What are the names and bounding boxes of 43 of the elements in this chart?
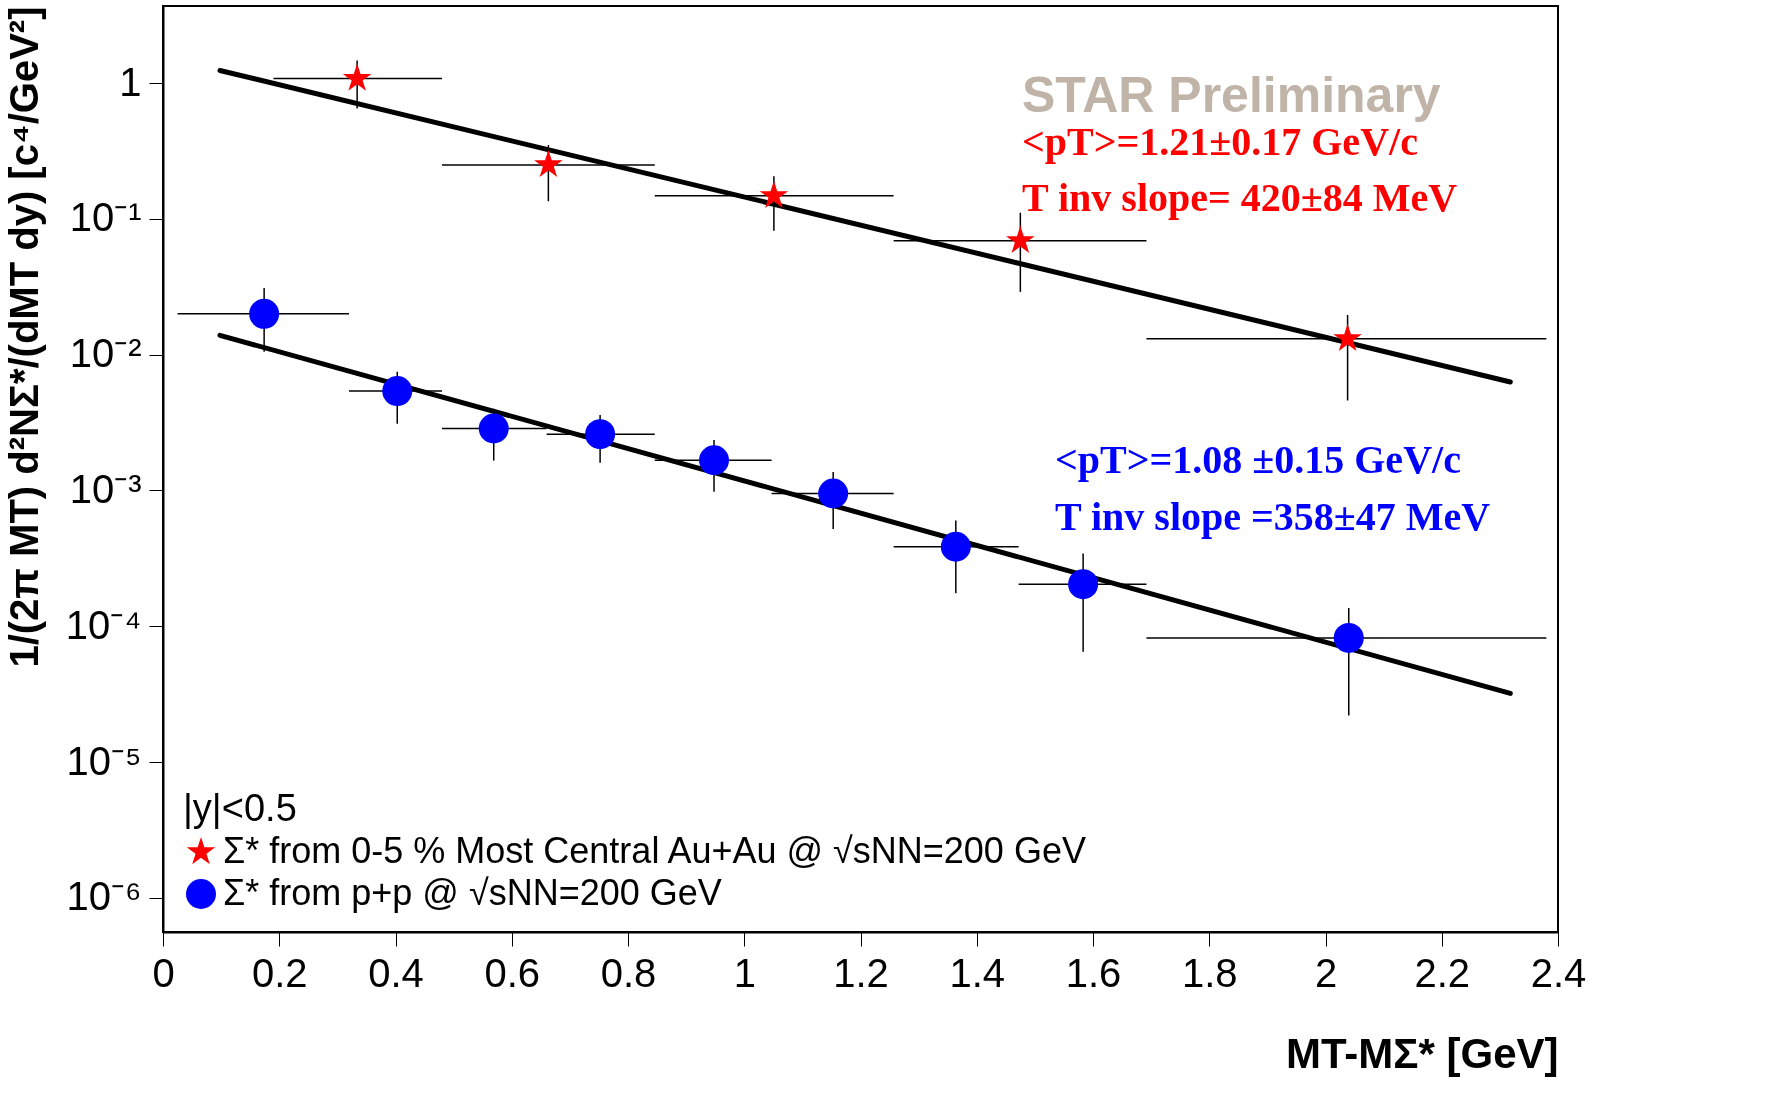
- x-tick-label: 0: [152, 950, 175, 995]
- x-tick-label: 0.2: [251, 950, 308, 995]
- point: [1333, 622, 1364, 653]
- point: [1068, 569, 1099, 600]
- x-tick-label: 0.6: [484, 950, 541, 995]
- y-tick-label: 10⁻²: [69, 331, 142, 376]
- annotation: T inv slope= 420±84 MeV: [1022, 175, 1458, 220]
- point: [249, 298, 280, 329]
- point: [940, 531, 971, 562]
- y-tick-label: 1: [119, 59, 142, 104]
- x-tick-label: 1.8: [1181, 950, 1238, 995]
- point: [382, 376, 413, 407]
- y-tick-label: 10⁻⁶: [66, 874, 142, 919]
- point: [759, 180, 789, 208]
- x-tick-label: 2.4: [1530, 950, 1587, 995]
- annotation: T inv slope =358±47 MeV: [1055, 494, 1491, 539]
- point: [699, 445, 730, 476]
- x-tick-label: 2.2: [1414, 950, 1471, 995]
- annotation: <pT>=1.08 ±0.15 GeV/c: [1055, 437, 1461, 482]
- y-tick-label: 10⁻⁵: [66, 738, 142, 783]
- y-axis-title: 1/(2π MT) d²NΣ*/(dMT dy) [c⁴/GeV²]: [1, 6, 46, 668]
- x-tick-label: 1.2: [833, 950, 889, 995]
- legend-title: |y|<0.5: [183, 787, 297, 829]
- y-tick-label: 10⁻⁴: [65, 602, 142, 647]
- x-tick-label: 2: [1314, 950, 1338, 995]
- x-tick-label: 0.8: [600, 950, 657, 995]
- point: [1333, 323, 1362, 351]
- x-tick-label: 1.4: [949, 950, 1006, 995]
- y-tick-label: 10⁻¹: [69, 195, 142, 240]
- point: [342, 63, 372, 91]
- point: [585, 419, 616, 450]
- point: [478, 413, 509, 444]
- legend-label: Σ* from 0-5 % Most Central Au+Au @ √sNN=200 GeV: [223, 830, 1086, 871]
- annotation: STAR Preliminary: [1022, 67, 1441, 123]
- x-axis-title: MT-MΣ* [GeV]: [1285, 1029, 1559, 1077]
- x-tick-label: 0.4: [368, 950, 424, 995]
- point: [818, 478, 849, 509]
- x-tick-label: 1: [733, 950, 756, 995]
- x-tick-label: 1.6: [1065, 950, 1122, 995]
- point: [534, 149, 563, 178]
- y-tick-label: 10⁻³: [69, 466, 142, 511]
- legend-label: Σ* from p+p @ √sNN=200 GeV: [223, 872, 722, 913]
- point: [1006, 225, 1035, 253]
